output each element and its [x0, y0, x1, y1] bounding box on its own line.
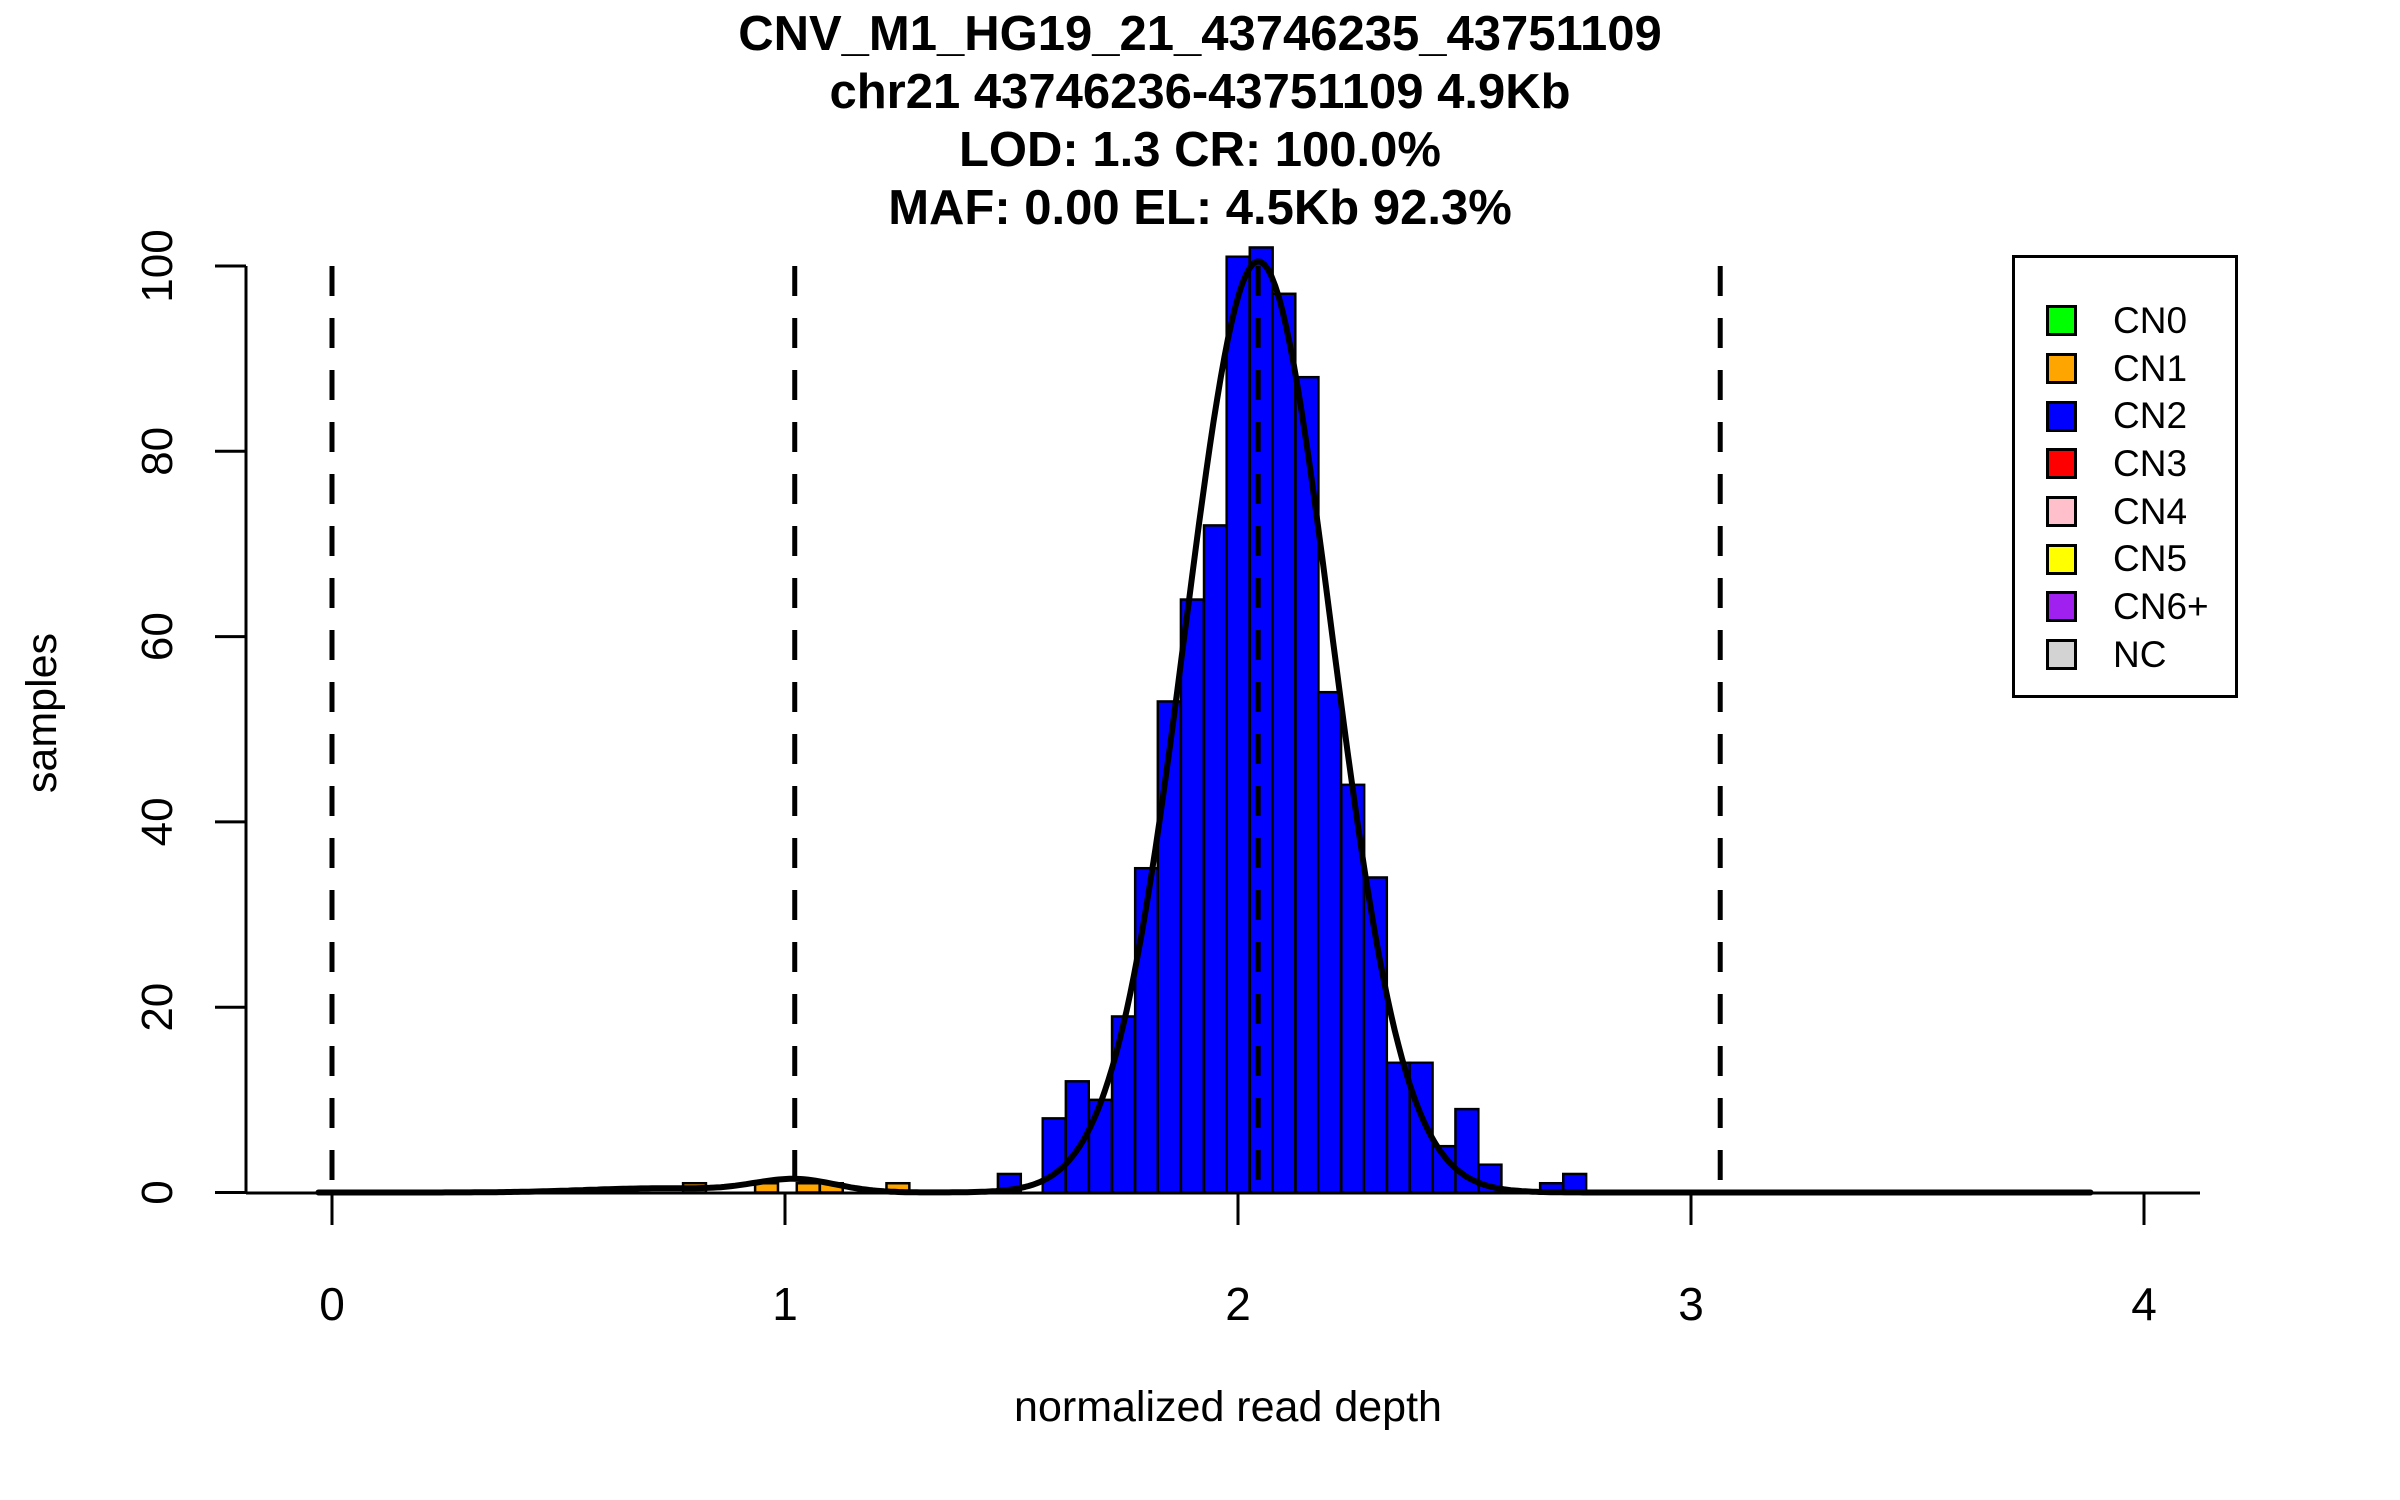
y-tick-label: 20 — [133, 983, 182, 1032]
histogram-bar-cn2 — [1271, 292, 1297, 1194]
chart-title-block: CNV_M1_HG19_21_43746235_43751109 chr21 4… — [0, 5, 2400, 237]
y-tick-label: 100 — [133, 229, 182, 302]
y-tick-label: 0 — [133, 1180, 182, 1204]
legend-swatch-cn1 — [2046, 353, 2077, 385]
legend-label-cn2: CN2 — [2113, 395, 2188, 437]
legend-item-cn5: CN5 — [2015, 535, 2235, 583]
histogram-bar-cn2 — [1087, 1098, 1114, 1194]
histogram-bar-cn1 — [795, 1181, 821, 1194]
legend-label-cn6plus: CN6+ — [2113, 585, 2209, 627]
legend-swatch-cn0 — [2046, 305, 2077, 337]
legend-label-cn3: CN3 — [2113, 442, 2188, 484]
histogram-bar-cn2 — [1110, 1015, 1137, 1194]
y-tick-label: 80 — [133, 427, 182, 476]
x-tick-label: 0 — [319, 1278, 345, 1330]
chart-title-line-3: LOD: 1.3 CR: 100.0% — [959, 123, 1441, 177]
legend-swatch-nc — [2046, 639, 2077, 671]
x-axis-label: normalized read depth — [1014, 1383, 1442, 1431]
legend-swatch-cn3 — [2046, 448, 2077, 480]
x-tick-label: 1 — [772, 1278, 798, 1330]
legend-item-cn1: CN1 — [2015, 345, 2235, 393]
chart-title-line-2: chr21 43746236-43751109 4.9Kb — [829, 65, 1571, 119]
histogram-bar-cn2 — [1156, 700, 1182, 1194]
legend-item-cn6plus: CN6+ — [2015, 583, 2235, 631]
legend-label-cn4: CN4 — [2113, 490, 2188, 532]
legend-item-cn4: CN4 — [2015, 488, 2235, 536]
x-tick-label: 2 — [1225, 1278, 1251, 1330]
chart-title-line-1: CNV_M1_HG19_21_43746235_43751109 — [738, 7, 1662, 61]
histogram-bar-cn2 — [1248, 246, 1274, 1194]
histogram-bar-cn2 — [1202, 524, 1229, 1194]
x-tick-label: 4 — [2131, 1278, 2157, 1330]
legend-swatch-cn4 — [2046, 496, 2077, 528]
y-tick-label: 40 — [133, 797, 182, 846]
chart-title-line-4: MAF: 0.00 EL: 4.5Kb 92.3% — [888, 181, 1512, 235]
legend-swatch-cn6plus — [2046, 591, 2077, 623]
y-tick-label: 60 — [133, 612, 182, 661]
legend-label-cn0: CN0 — [2113, 299, 2188, 341]
histogram-bar-cn2 — [1316, 690, 1343, 1194]
legend-item-cn0: CN0 — [2015, 297, 2235, 345]
legend-item-cn2: CN2 — [2015, 392, 2235, 440]
legend-swatch-cn5 — [2046, 543, 2077, 575]
histogram-bar-cn2 — [1225, 255, 1251, 1194]
legend-box: CN0 CN1 CN2 CN3 CN4 CN5 CN6+ NC — [2012, 255, 2238, 698]
x-tick-label: 3 — [1678, 1278, 1704, 1330]
legend-label-cn5: CN5 — [2113, 538, 2188, 580]
legend-swatch-cn2 — [2046, 400, 2077, 432]
legend-item-nc: NC — [2015, 631, 2235, 679]
legend-label-nc: NC — [2113, 633, 2167, 675]
histogram-bar-cn2 — [1179, 598, 1206, 1194]
legend-item-cn3: CN3 — [2015, 440, 2235, 488]
legend-label-cn1: CN1 — [2113, 347, 2188, 389]
fit-curve — [315, 258, 2094, 1196]
